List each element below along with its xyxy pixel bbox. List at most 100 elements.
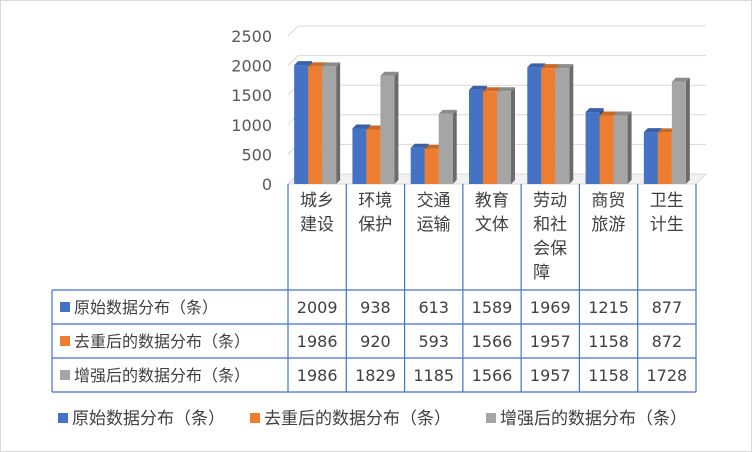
data-label-1-3: 613 bbox=[418, 298, 449, 317]
data-label-1-4: 1589 bbox=[472, 298, 513, 317]
bar-3-6 bbox=[613, 115, 628, 184]
bar-3-2-side bbox=[394, 71, 399, 184]
legend-swatch-1 bbox=[58, 413, 68, 423]
bar-3-3-side bbox=[452, 109, 457, 184]
bar-2-1 bbox=[308, 66, 323, 184]
bar-3-4-side bbox=[511, 87, 515, 184]
bar-2-2 bbox=[366, 129, 381, 184]
bar-1-2-top bbox=[352, 124, 371, 129]
category-label-5-line-3: 会保 bbox=[533, 239, 567, 259]
category-label-5-line-2: 和社 bbox=[533, 215, 567, 235]
data-label-1-5: 1969 bbox=[530, 298, 571, 317]
bar-2-6-top bbox=[599, 111, 618, 116]
data-label-3-7: 1728 bbox=[646, 366, 687, 385]
bar-2-3-top bbox=[424, 144, 443, 149]
bar-1-4-top bbox=[469, 85, 487, 90]
y-tick-label-2: 1000 bbox=[231, 116, 272, 135]
table-key-swatch-3 bbox=[60, 370, 70, 380]
data-label-1-1: 2009 bbox=[297, 298, 338, 317]
bar-1-7-top bbox=[643, 128, 662, 133]
y-tick-label-3: 1500 bbox=[231, 86, 272, 105]
bar-3-4-top bbox=[497, 87, 515, 92]
bar-3-2-top bbox=[380, 71, 399, 76]
category-label-5-line-1: 劳动 bbox=[533, 191, 567, 211]
bar-3-6-side bbox=[627, 111, 632, 184]
data-label-3-6: 1158 bbox=[588, 366, 629, 385]
data-label-1-2: 938 bbox=[360, 298, 391, 317]
table-series-name-2: 去重后的数据分布（条） bbox=[74, 332, 250, 351]
bar-3-6-top bbox=[613, 111, 632, 116]
bar-2-5-top bbox=[541, 64, 560, 69]
bar-2-4-top bbox=[483, 87, 501, 92]
bar-2-3 bbox=[424, 148, 439, 184]
bar-1-5-top bbox=[527, 63, 546, 68]
category-label-1-line-2: 建设 bbox=[300, 215, 334, 235]
data-label-3-2: 1829 bbox=[355, 366, 396, 385]
bar-3-1-top bbox=[322, 62, 341, 67]
bar-1-5 bbox=[527, 67, 542, 184]
data-label-1-7: 877 bbox=[652, 298, 683, 317]
category-label-6-line-2: 旅游 bbox=[591, 215, 625, 235]
gridline-floor-edge-4 bbox=[287, 55, 299, 66]
bar-2-7-top bbox=[657, 128, 676, 133]
bar-2-6 bbox=[599, 115, 614, 184]
legend-label-1: 原始数据分布（条） bbox=[72, 409, 225, 429]
bar-1-1-top bbox=[294, 61, 313, 66]
category-label-4-line-1: 教育 bbox=[475, 191, 509, 211]
category-label-7-line-2: 计生 bbox=[650, 215, 684, 235]
bar-1-3 bbox=[410, 147, 425, 184]
bar-3-3-top bbox=[438, 109, 457, 114]
y-tick-label-5: 2500 bbox=[231, 27, 272, 46]
data-label-3-1: 1986 bbox=[297, 366, 338, 385]
bar-3-5-top bbox=[555, 64, 574, 69]
bar-3-5-side bbox=[569, 64, 574, 184]
gridline-floor-edge-5 bbox=[287, 25, 299, 37]
data-label-3-5: 1957 bbox=[530, 366, 571, 385]
category-label-5-line-4: 障 bbox=[533, 263, 550, 283]
bar-2-2-top bbox=[366, 125, 385, 130]
category-label-6-line-1: 商贸 bbox=[591, 191, 625, 211]
bar-1-7 bbox=[643, 132, 658, 184]
data-label-2-1: 1986 bbox=[297, 332, 338, 351]
bar-3-1 bbox=[322, 66, 337, 184]
data-label-2-2: 920 bbox=[360, 332, 391, 351]
bar-2-7 bbox=[657, 132, 672, 184]
bar-1-6 bbox=[585, 112, 600, 184]
legend-label-2: 去重后的数据分布（条） bbox=[264, 409, 451, 429]
data-label-2-7: 872 bbox=[652, 332, 683, 351]
category-label-3-line-1: 交通 bbox=[417, 191, 451, 211]
bar-3-7-side bbox=[685, 77, 690, 184]
y-tick-label-4: 2000 bbox=[231, 57, 272, 76]
bar-1-2 bbox=[352, 128, 367, 184]
bar-1-3-top bbox=[410, 143, 429, 148]
data-label-1-6: 1215 bbox=[588, 298, 629, 317]
legend-swatch-3 bbox=[486, 413, 496, 423]
bar-3-7 bbox=[671, 81, 686, 184]
bar-3-7-top bbox=[671, 77, 690, 82]
bar-3-5 bbox=[555, 68, 570, 184]
table-key-swatch-2 bbox=[60, 336, 70, 346]
category-label-1-line-1: 城乡 bbox=[300, 191, 334, 211]
category-label-3-line-2: 运输 bbox=[417, 215, 451, 235]
y-tick-label-1: 500 bbox=[241, 145, 272, 164]
data-label-2-5: 1957 bbox=[530, 332, 571, 351]
bar-2-1-top bbox=[308, 62, 327, 67]
bar-3-2 bbox=[380, 75, 395, 184]
bar-2-5 bbox=[541, 68, 556, 184]
table-key-swatch-1 bbox=[60, 302, 70, 312]
data-label-2-3: 593 bbox=[418, 332, 449, 351]
table-series-name-3: 增强后的数据分布（条） bbox=[74, 366, 250, 385]
bar-3-4 bbox=[497, 91, 511, 184]
data-label-3-3: 1185 bbox=[413, 366, 454, 385]
y-tick-label-0: 0 bbox=[262, 175, 272, 194]
bar-3-1-side bbox=[336, 62, 341, 184]
bar-3-3 bbox=[438, 113, 453, 184]
data-label-2-4: 1566 bbox=[472, 332, 513, 351]
bar-1-1 bbox=[294, 65, 309, 184]
category-label-2-line-1: 环境 bbox=[358, 191, 392, 211]
bar-2-4 bbox=[483, 91, 497, 184]
category-label-4-line-2: 文体 bbox=[475, 215, 509, 235]
table-series-name-1: 原始数据分布（条） bbox=[74, 298, 218, 317]
